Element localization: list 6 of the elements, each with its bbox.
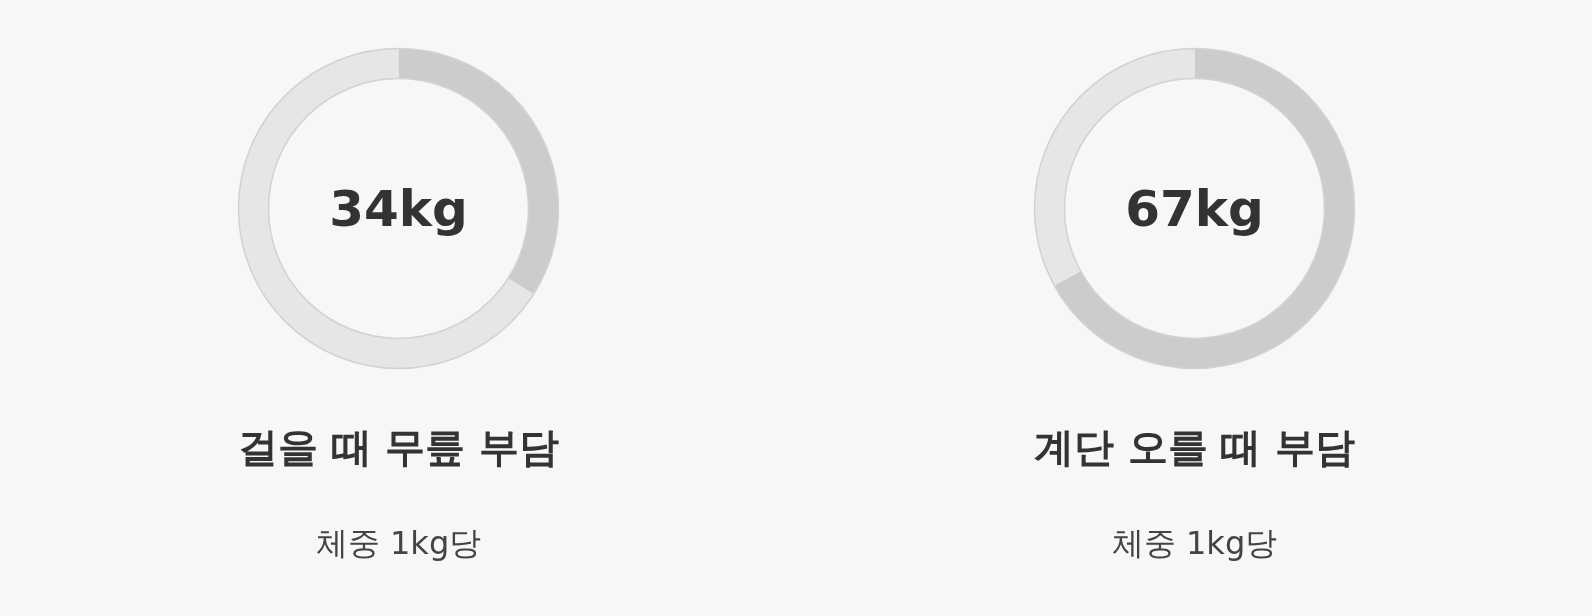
text: 계단 오를 때 부담 bbox=[1033, 423, 1356, 470]
text: 체중 1kg당 bbox=[1111, 523, 1278, 562]
text: 67kg bbox=[1125, 179, 1264, 238]
text: 체중 1kg당 bbox=[315, 523, 482, 562]
text: 걸을 때 무릎 부담 bbox=[237, 423, 560, 470]
text: 34kg bbox=[329, 179, 468, 238]
